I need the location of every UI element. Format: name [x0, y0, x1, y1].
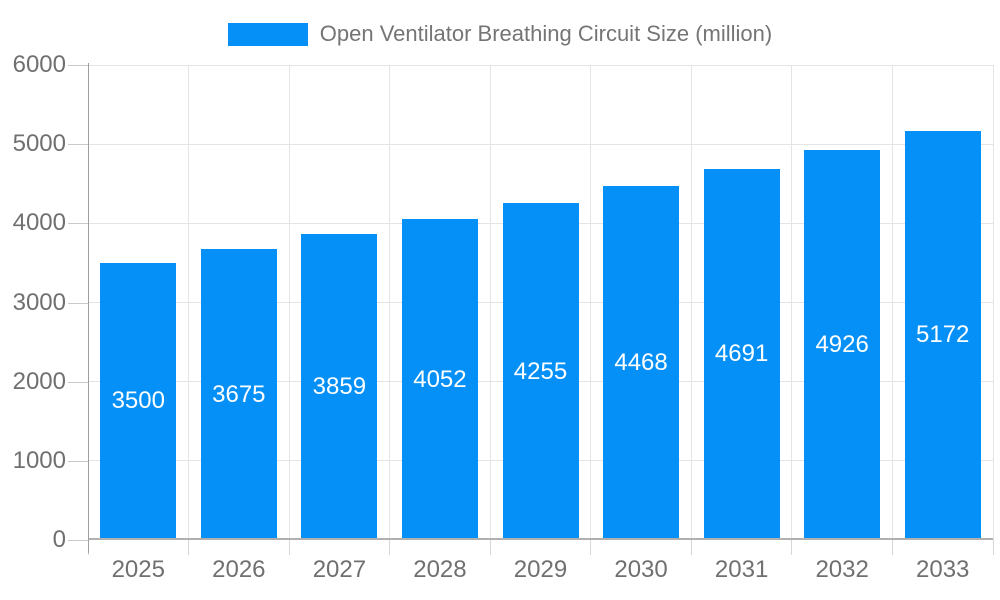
x-axis-tick — [489, 540, 491, 555]
gridline-vertical — [188, 65, 190, 540]
x-axis-tick — [288, 540, 290, 555]
bar — [804, 150, 881, 540]
x-axis-tick — [389, 540, 391, 555]
x-axis-tick-label: 2028 — [413, 556, 467, 583]
x-axis-tick-label: 2025 — [111, 556, 165, 583]
y-axis-tick-label: 3000 — [12, 288, 66, 316]
bar — [200, 249, 277, 540]
gridline-horizontal — [88, 64, 993, 66]
x-axis-tick — [992, 540, 994, 555]
gridline-vertical — [389, 65, 391, 540]
y-axis-tick — [68, 540, 88, 541]
bar-value-label: 4468 — [614, 349, 668, 377]
bar-value-label: 4926 — [815, 331, 869, 358]
plot-area: 3500 3675 3859 4052 4255 4468 4691 4926 5172 — [88, 64, 994, 540]
y-axis-tick — [68, 65, 88, 66]
bar — [603, 186, 680, 540]
gridline-vertical — [791, 65, 793, 540]
legend-swatch — [227, 22, 308, 46]
bar — [502, 203, 579, 540]
x-axis-tick-label: 2027 — [312, 556, 367, 583]
gridline-vertical — [690, 65, 692, 540]
x-axis-tick-label: 2030 — [614, 556, 668, 583]
y-axis-tick-label: 5000 — [12, 130, 66, 158]
bar — [100, 262, 177, 540]
y-axis-tick — [68, 144, 88, 146]
x-axis-tick-label: 2031 — [714, 556, 769, 583]
gridline-vertical — [992, 65, 994, 540]
bar-value-label: 4255 — [513, 357, 568, 385]
y-axis-tick-label: 6000 — [12, 51, 66, 78]
bar — [703, 168, 780, 540]
y-axis-tick — [68, 381, 88, 383]
bar — [904, 130, 981, 540]
x-axis-tick-label: 2033 — [916, 556, 970, 583]
bar-value-label: 5172 — [916, 321, 970, 349]
x-axis-tick — [690, 540, 692, 555]
bar-value-label: 3675 — [212, 380, 266, 408]
gridline-vertical — [288, 65, 290, 540]
y-axis-tick — [68, 223, 88, 225]
x-axis-zero-line — [88, 538, 993, 540]
y-axis-tick — [68, 460, 88, 462]
x-axis-tick — [188, 540, 190, 555]
x-axis-tick — [891, 540, 893, 555]
x-axis-tick-label: 2032 — [815, 556, 869, 583]
y-axis-tick — [68, 302, 88, 304]
x-axis-tick-label: 2029 — [513, 556, 568, 583]
bar — [401, 219, 478, 540]
bar-value-label: 4052 — [413, 365, 467, 393]
legend-label: Open Ventilator Breathing Circuit Size (… — [319, 21, 773, 46]
gridline-vertical — [590, 65, 592, 540]
bar-value-label: 3500 — [111, 387, 165, 415]
gridline-horizontal — [88, 143, 993, 145]
bar-value-label: 4691 — [714, 340, 769, 368]
bar — [301, 234, 378, 540]
y-axis-tick-label: 4000 — [12, 209, 66, 237]
y-axis-tick-label: 2000 — [12, 367, 66, 395]
bar-value-label: 3859 — [312, 373, 367, 401]
x-axis-tick — [590, 540, 592, 555]
y-axis-tick-label: 1000 — [12, 446, 66, 474]
gridline-vertical — [891, 65, 893, 540]
x-axis-tick-label: 2026 — [212, 556, 266, 583]
y-axis-line — [88, 63, 89, 553]
x-axis-tick — [791, 540, 793, 555]
gridline-vertical — [489, 65, 491, 540]
chart-legend: Open Ventilator Breathing Circuit Size (… — [0, 21, 1000, 47]
y-axis-tick-label: 0 — [52, 526, 66, 553]
